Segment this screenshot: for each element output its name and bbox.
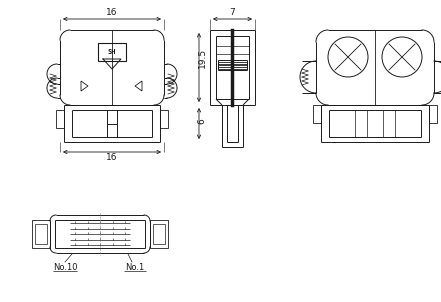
Text: 7: 7	[229, 8, 235, 17]
Bar	[56, 110, 64, 128]
Bar	[32, 220, 50, 248]
Bar	[160, 110, 168, 128]
Text: 16: 16	[106, 153, 118, 162]
Bar	[35, 224, 47, 244]
Bar	[98, 43, 126, 61]
Text: 6: 6	[198, 118, 206, 124]
Text: No.1: No.1	[125, 262, 145, 271]
Text: No.10: No.10	[53, 262, 77, 271]
Bar	[429, 105, 437, 123]
Bar	[153, 224, 165, 244]
Text: 16: 16	[106, 8, 118, 17]
Bar	[150, 220, 168, 248]
Bar	[313, 105, 321, 123]
Text: SH: SH	[108, 49, 116, 55]
Text: 19.5: 19.5	[198, 48, 206, 68]
